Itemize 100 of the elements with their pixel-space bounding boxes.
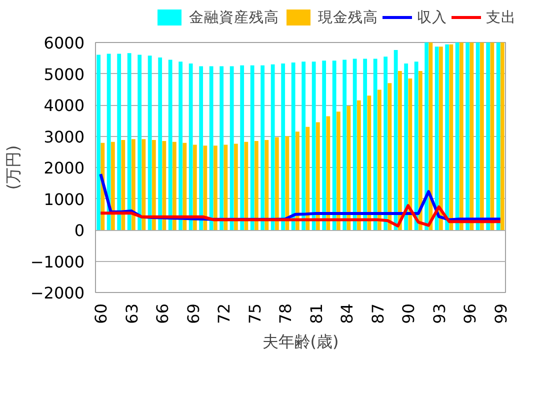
legend-label: 現金残高	[318, 8, 378, 26]
y-tick-label: 3000	[44, 127, 84, 146]
bar	[363, 58, 368, 230]
legend-label: 収入	[417, 8, 447, 26]
bar	[188, 63, 193, 230]
bar	[352, 58, 357, 230]
bar	[306, 126, 310, 230]
bar	[414, 62, 418, 230]
bar	[121, 140, 126, 230]
x-tick-label: 69	[184, 304, 203, 324]
y-tick-label: 4000	[44, 96, 84, 115]
bar	[394, 50, 398, 230]
bar	[500, 42, 504, 230]
bar	[240, 65, 244, 230]
y-tick-label: −2000	[30, 284, 84, 302]
bar	[356, 100, 361, 230]
bar	[110, 142, 115, 230]
bar	[388, 83, 392, 230]
bar	[466, 42, 470, 230]
bar	[260, 65, 265, 230]
bar	[264, 140, 269, 230]
x-tick-label: 66	[153, 304, 172, 324]
line-series	[99, 204, 502, 228]
bar	[281, 63, 286, 230]
bar	[250, 65, 254, 230]
bar	[192, 144, 197, 230]
bar	[172, 142, 176, 230]
y-tick-label: 2000	[44, 158, 84, 178]
x-axis-title: 夫年齢(歳)	[262, 332, 339, 351]
x-tick-label: 90	[399, 304, 418, 324]
bar	[336, 112, 340, 230]
y-tick-label: 1000	[44, 190, 84, 209]
bar	[158, 58, 162, 230]
bar	[322, 60, 326, 230]
x-tick-label: 96	[460, 304, 480, 324]
bar	[490, 42, 494, 230]
bar	[142, 139, 146, 230]
bar	[455, 42, 460, 230]
bar	[424, 42, 429, 230]
bar	[367, 96, 372, 230]
bar	[244, 142, 248, 230]
bar	[302, 62, 306, 230]
bar	[274, 137, 279, 230]
bar	[476, 42, 480, 230]
x-tick-label: 75	[245, 304, 264, 324]
bar	[182, 142, 187, 230]
bar	[168, 60, 172, 230]
bar	[408, 78, 412, 230]
x-tick-label: 72	[214, 304, 234, 324]
bar	[270, 64, 275, 230]
bar	[332, 60, 336, 230]
bar	[459, 42, 464, 230]
bar	[438, 46, 443, 230]
bar	[224, 144, 228, 230]
bar	[209, 66, 214, 230]
bar	[96, 54, 101, 230]
bar	[199, 66, 204, 230]
x-tick-label: 78	[276, 304, 296, 324]
legend-label: 金融資産残高	[189, 8, 279, 26]
bar	[384, 56, 388, 230]
bar	[220, 66, 224, 230]
bar	[152, 140, 156, 230]
bar	[106, 54, 111, 230]
bar	[148, 56, 152, 230]
x-tick-label: 81	[306, 304, 326, 324]
y-tick-label: 5000	[44, 64, 84, 84]
bar	[377, 90, 382, 230]
bar	[418, 70, 422, 230]
x-tick-label: 99	[491, 304, 510, 324]
bar	[230, 66, 234, 230]
bar	[428, 42, 433, 230]
bar	[470, 42, 474, 230]
bar	[285, 136, 290, 230]
bar	[486, 42, 490, 230]
x-tick-label: 87	[368, 304, 388, 324]
bar	[496, 42, 500, 230]
bar	[295, 132, 300, 230]
bar	[254, 140, 258, 230]
bar	[434, 46, 439, 230]
bar	[373, 58, 378, 230]
bar	[117, 54, 122, 230]
x-tick-label: 63	[122, 304, 142, 324]
bar	[213, 146, 218, 230]
y-tick-label: 6000	[44, 34, 84, 52]
bar	[480, 42, 484, 230]
bar	[342, 60, 347, 230]
bar	[127, 53, 132, 230]
bar	[291, 62, 296, 230]
bar	[449, 44, 454, 230]
bar	[445, 44, 450, 230]
y-tick-label: −1000	[30, 252, 84, 272]
bar	[203, 146, 208, 230]
bar	[404, 63, 408, 230]
bar	[131, 139, 136, 230]
x-tick-label: 60	[92, 304, 111, 324]
bar	[346, 106, 351, 230]
bar	[162, 140, 166, 230]
bar	[312, 62, 316, 230]
bar	[326, 116, 330, 230]
legend-label: 支出	[486, 8, 516, 26]
